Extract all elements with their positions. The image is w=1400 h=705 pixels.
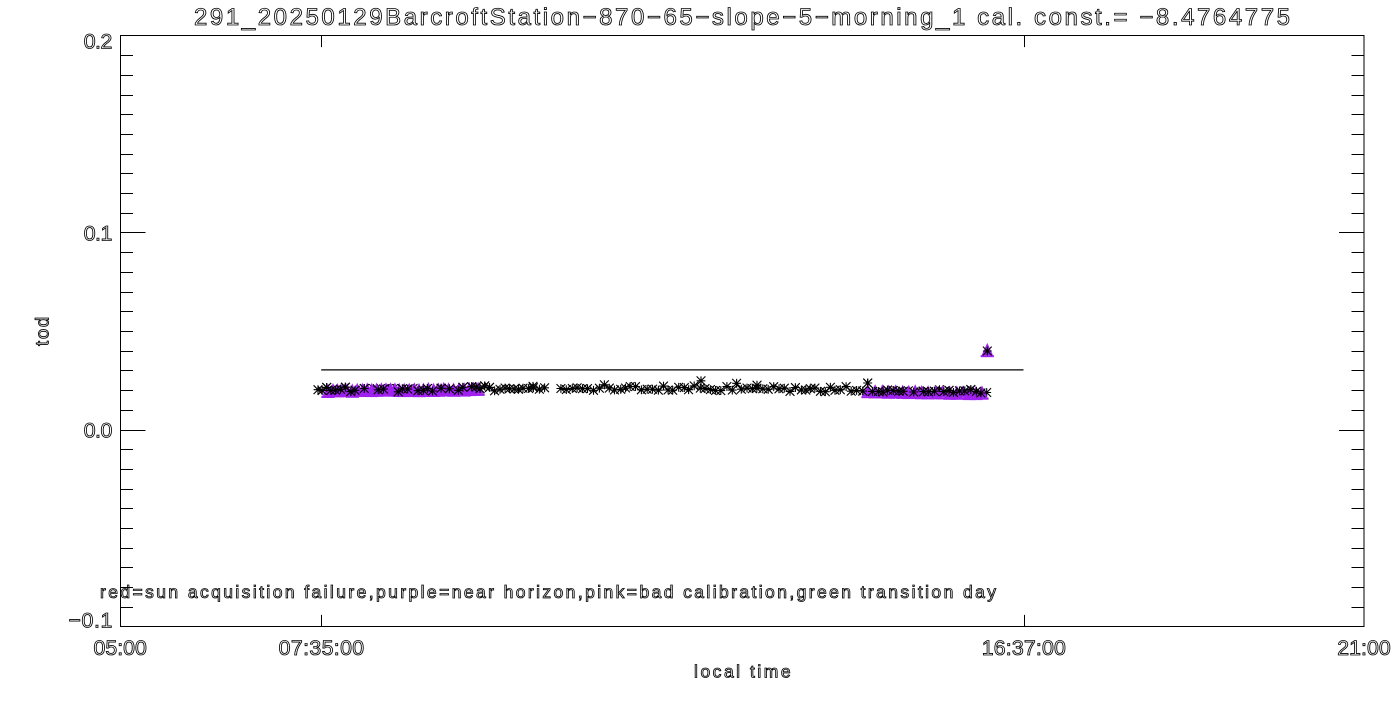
svg-text:291_20250129BarcroftStation−87: 291_20250129BarcroftStation−870−65−slope… <box>194 4 1290 31</box>
svg-text:07:35:00: 07:35:00 <box>279 636 365 660</box>
svg-text:−0.1: −0.1 <box>69 608 113 632</box>
svg-text:0.1: 0.1 <box>84 221 113 245</box>
svg-text:16:37:00: 16:37:00 <box>982 636 1066 660</box>
svg-text:tod: tod <box>32 317 53 346</box>
svg-text:red=sun acquisition failure,pu: red=sun acquisition failure,purple=near … <box>100 582 996 602</box>
svg-text:0.0: 0.0 <box>84 419 113 443</box>
svg-text:0.2: 0.2 <box>84 29 113 53</box>
svg-text:21:00: 21:00 <box>1337 636 1391 660</box>
svg-text:05:00: 05:00 <box>94 636 148 660</box>
svg-text:local time: local time <box>694 662 791 682</box>
